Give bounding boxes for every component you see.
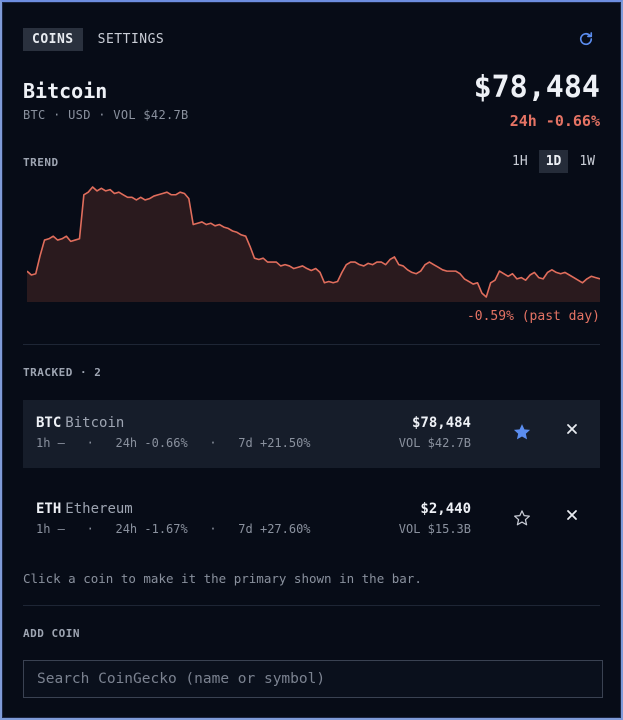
coin-name: Bitcoin bbox=[65, 415, 125, 431]
tab-bar: COINS SETTINGS bbox=[23, 28, 173, 51]
divider bbox=[23, 605, 600, 606]
coin-search-input[interactable] bbox=[23, 660, 603, 698]
primary-coin-name: Bitcoin bbox=[23, 79, 108, 103]
close-icon[interactable] bbox=[566, 423, 578, 435]
range-1d-button[interactable]: 1D bbox=[538, 150, 569, 173]
add-coin-label: ADD COIN bbox=[23, 627, 80, 640]
coin-stats: 1h — · 24h -0.66% · 7d +21.50% bbox=[36, 436, 311, 450]
coin-volume: VOL $15.3B bbox=[398, 522, 471, 536]
divider bbox=[23, 344, 600, 345]
star-filled-icon[interactable] bbox=[512, 422, 532, 442]
coin-price: $78,484 bbox=[411, 415, 471, 431]
coin-symbol-text: BTC bbox=[36, 415, 62, 431]
coin-symbol: ETH Ethereum bbox=[36, 501, 133, 517]
chart-area bbox=[27, 187, 600, 302]
range-selector: 1H 1D 1W bbox=[505, 150, 602, 173]
coin-row-eth[interactable]: ETH Ethereum 1h — · 24h -1.67% · 7d +27.6… bbox=[23, 486, 600, 554]
chart-line bbox=[27, 186, 600, 298]
range-1h-button[interactable]: 1H bbox=[512, 154, 528, 169]
coin-volume: VOL $42.7B bbox=[398, 436, 471, 450]
tracked-label: TRACKED · 2 bbox=[23, 366, 102, 379]
coin-name: Ethereum bbox=[65, 501, 133, 517]
refresh-icon[interactable] bbox=[577, 30, 595, 48]
coin-symbol: BTC Bitcoin bbox=[36, 415, 124, 431]
primary-coin-subtitle: BTC · USD · VOL $42.7B bbox=[23, 108, 189, 122]
primary-hint: Click a coin to make it the primary show… bbox=[23, 571, 422, 586]
chart-change-label: -0.59% (past day) bbox=[466, 309, 600, 324]
tab-coins[interactable]: COINS bbox=[23, 28, 83, 51]
trend-label: TREND bbox=[23, 156, 59, 169]
tab-settings[interactable]: SETTINGS bbox=[97, 32, 165, 47]
coin-row-btc[interactable]: BTC Bitcoin 1h — · 24h -0.66% · 7d +21.50… bbox=[23, 400, 600, 468]
star-outline-icon[interactable] bbox=[512, 508, 532, 528]
coin-symbol-text: ETH bbox=[36, 501, 62, 517]
trend-chart bbox=[27, 186, 600, 302]
close-icon[interactable] bbox=[566, 509, 578, 521]
coin-stats: 1h — · 24h -1.67% · 7d +27.60% bbox=[36, 522, 311, 536]
primary-coin-change-24h: 24h -0.66% bbox=[509, 112, 600, 130]
primary-coin-price: $78,484 bbox=[473, 70, 600, 105]
coin-price: $2,440 bbox=[420, 501, 471, 517]
range-1w-button[interactable]: 1W bbox=[579, 154, 595, 169]
